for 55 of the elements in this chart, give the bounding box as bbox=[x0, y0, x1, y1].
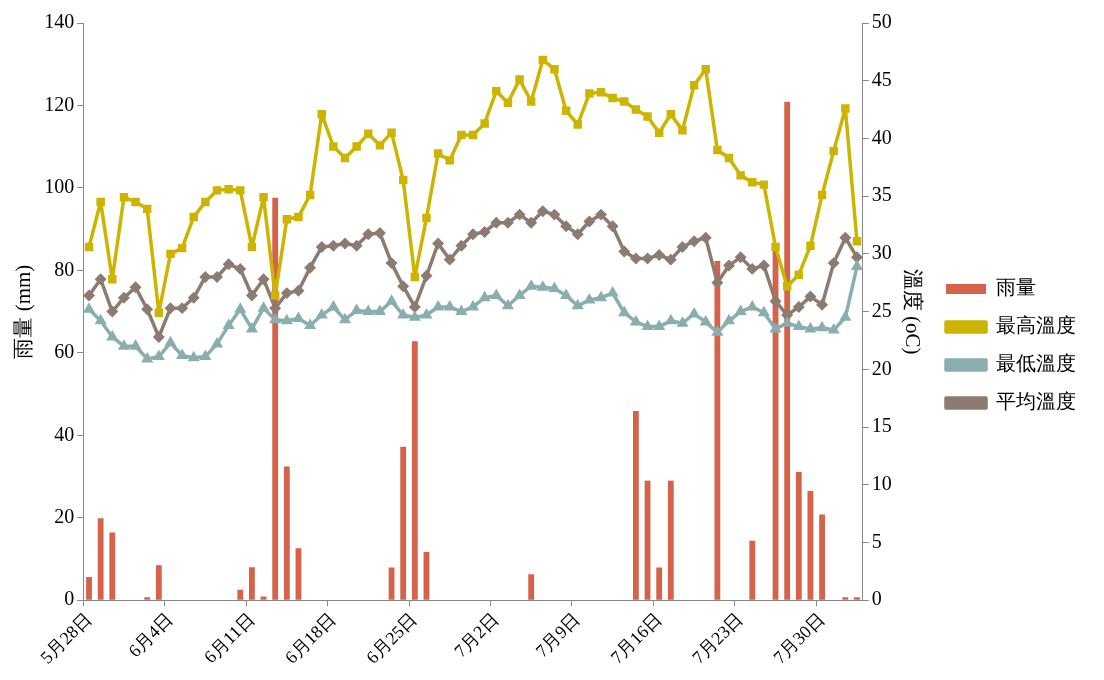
x-tick-label: 7月23日 bbox=[688, 608, 747, 668]
y2-tick-label: 25 bbox=[871, 298, 892, 321]
y-axis-title: 雨量 (mm) bbox=[11, 264, 36, 359]
bar bbox=[795, 471, 802, 600]
x-tick-label: 6月18日 bbox=[280, 608, 340, 668]
bar bbox=[842, 597, 849, 600]
bar bbox=[819, 514, 825, 600]
bar bbox=[656, 567, 663, 600]
y2-axis-title: 溫度 (oC) bbox=[900, 268, 925, 355]
y2-tick-label: 20 bbox=[871, 356, 892, 379]
bar bbox=[144, 597, 151, 600]
y-tick-label: 60 bbox=[54, 340, 75, 363]
y2-tick-label: 10 bbox=[871, 471, 892, 494]
y-tick-label: 0 bbox=[64, 587, 75, 610]
x-tick-label: 7月9日 bbox=[531, 608, 584, 662]
legend-label: 平均溫度 bbox=[996, 390, 1076, 413]
x-tick-label: 7月16日 bbox=[606, 608, 666, 668]
y-tick-label: 100 bbox=[44, 175, 75, 198]
y2-tick-label: 15 bbox=[871, 414, 892, 437]
bar bbox=[86, 577, 92, 600]
bar bbox=[400, 446, 407, 600]
bar bbox=[237, 589, 244, 600]
x-tick-label: 5月28日 bbox=[36, 608, 96, 668]
x-tick-label: 6月11日 bbox=[199, 608, 259, 668]
x-tick-label: 7月2日 bbox=[450, 608, 503, 662]
legend-label: 雨量 bbox=[996, 276, 1036, 299]
bar bbox=[155, 565, 162, 600]
x-tick-label: 6月4日 bbox=[124, 608, 177, 662]
y-tick-label: 40 bbox=[54, 422, 75, 445]
y2-tick-label: 50 bbox=[871, 10, 892, 33]
bar bbox=[109, 532, 116, 600]
y-tick-label: 120 bbox=[44, 92, 75, 115]
y-tick-label: 80 bbox=[54, 257, 75, 280]
y2-tick-label: 45 bbox=[871, 67, 892, 90]
bar bbox=[260, 596, 267, 600]
y2-tick-label: 35 bbox=[871, 183, 892, 206]
y2-tick-label: 40 bbox=[871, 125, 892, 148]
bar bbox=[283, 466, 290, 600]
legend-label: 最高溫度 bbox=[996, 314, 1076, 337]
bar bbox=[667, 480, 674, 600]
y2-tick-label: 30 bbox=[871, 241, 892, 264]
bar bbox=[97, 518, 104, 600]
y2-tick-label: 5 bbox=[871, 529, 882, 552]
bar bbox=[411, 341, 418, 600]
bar bbox=[528, 574, 535, 600]
legend-label: 最低溫度 bbox=[996, 352, 1076, 375]
bar bbox=[249, 567, 255, 600]
y-tick-label: 20 bbox=[54, 504, 75, 527]
bar bbox=[632, 410, 639, 600]
x-tick-label: 6月25日 bbox=[362, 608, 421, 668]
bar bbox=[749, 540, 756, 600]
y2-tick-label: 0 bbox=[871, 587, 882, 610]
bar bbox=[854, 597, 860, 600]
y-tick-label: 140 bbox=[44, 10, 75, 33]
x-tick-label: 7月30日 bbox=[769, 608, 829, 668]
